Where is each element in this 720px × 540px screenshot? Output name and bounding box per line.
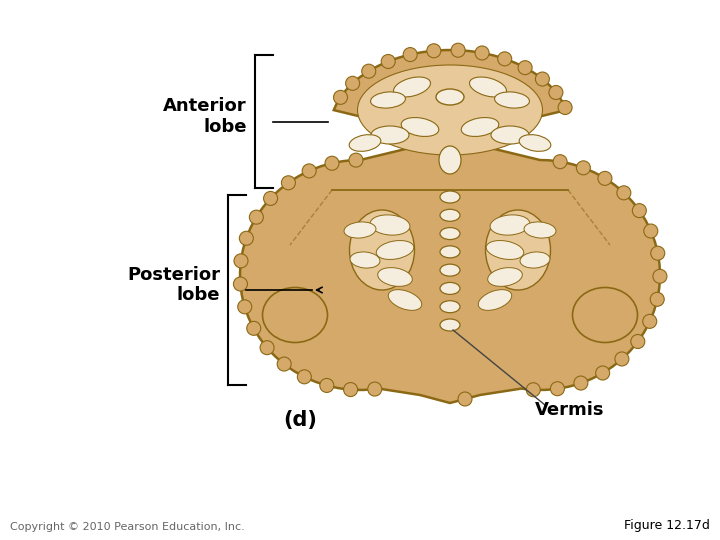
Ellipse shape [333,90,348,104]
Text: Figure 12.17d: Figure 12.17d [624,519,710,532]
Ellipse shape [381,55,395,69]
Ellipse shape [371,126,409,144]
Ellipse shape [440,191,460,203]
Ellipse shape [388,289,422,310]
Ellipse shape [631,334,645,348]
Ellipse shape [403,48,417,62]
Ellipse shape [427,44,441,58]
Ellipse shape [653,269,667,284]
Ellipse shape [632,204,647,218]
Ellipse shape [549,85,563,99]
Ellipse shape [343,382,358,396]
Ellipse shape [349,210,415,290]
Ellipse shape [349,134,381,151]
Ellipse shape [350,252,380,268]
Ellipse shape [368,382,382,396]
Ellipse shape [436,89,464,105]
Ellipse shape [325,156,339,170]
Text: Vermis: Vermis [535,401,605,419]
Ellipse shape [574,376,588,390]
Ellipse shape [370,215,410,235]
Ellipse shape [282,176,295,190]
Ellipse shape [233,277,248,291]
Ellipse shape [371,92,405,108]
Ellipse shape [451,43,465,57]
Ellipse shape [617,186,631,200]
Ellipse shape [524,222,556,238]
Ellipse shape [526,383,540,397]
Text: Copyright © 2010 Pearson Education, Inc.: Copyright © 2010 Pearson Education, Inc. [10,522,245,532]
Ellipse shape [651,246,665,260]
Text: (d): (d) [283,410,317,430]
Ellipse shape [553,154,567,168]
Ellipse shape [491,126,529,144]
Ellipse shape [469,77,506,97]
Text: Posterior
lobe: Posterior lobe [127,266,220,305]
Ellipse shape [520,252,550,268]
Ellipse shape [440,319,460,331]
Ellipse shape [264,191,278,205]
Ellipse shape [440,210,460,221]
Ellipse shape [439,146,461,174]
Ellipse shape [558,100,572,114]
Ellipse shape [485,210,551,290]
Ellipse shape [475,46,489,60]
Ellipse shape [440,227,460,240]
Ellipse shape [440,301,460,313]
Ellipse shape [440,282,460,294]
Ellipse shape [234,254,248,268]
Ellipse shape [260,341,274,355]
Ellipse shape [490,215,530,235]
Ellipse shape [550,382,564,396]
Ellipse shape [430,128,444,142]
Ellipse shape [401,118,438,137]
Ellipse shape [458,392,472,406]
Ellipse shape [346,76,359,90]
Ellipse shape [644,224,658,238]
Ellipse shape [572,287,637,342]
Ellipse shape [487,268,522,286]
Ellipse shape [394,77,431,97]
Text: Anterior
lobe: Anterior lobe [163,97,247,136]
Ellipse shape [377,240,414,259]
Ellipse shape [598,171,612,185]
Ellipse shape [440,246,460,258]
Ellipse shape [462,118,499,137]
Ellipse shape [650,292,665,306]
Ellipse shape [320,379,334,393]
Ellipse shape [577,161,590,175]
Ellipse shape [478,289,512,310]
Ellipse shape [378,268,413,286]
Ellipse shape [302,164,316,178]
Ellipse shape [536,72,549,86]
Ellipse shape [238,300,252,314]
Ellipse shape [595,366,610,380]
Ellipse shape [643,314,657,328]
Ellipse shape [518,60,532,75]
Ellipse shape [361,64,376,78]
Ellipse shape [498,52,512,66]
Ellipse shape [247,321,261,335]
Ellipse shape [249,210,264,224]
Ellipse shape [519,134,551,151]
Ellipse shape [486,240,523,259]
Polygon shape [240,50,660,403]
Ellipse shape [239,231,253,245]
Ellipse shape [297,370,311,384]
Ellipse shape [263,287,328,342]
Ellipse shape [358,65,542,155]
Ellipse shape [277,357,291,371]
Ellipse shape [344,222,376,238]
Ellipse shape [615,352,629,366]
Ellipse shape [495,92,529,108]
Ellipse shape [349,153,363,167]
Ellipse shape [440,264,460,276]
